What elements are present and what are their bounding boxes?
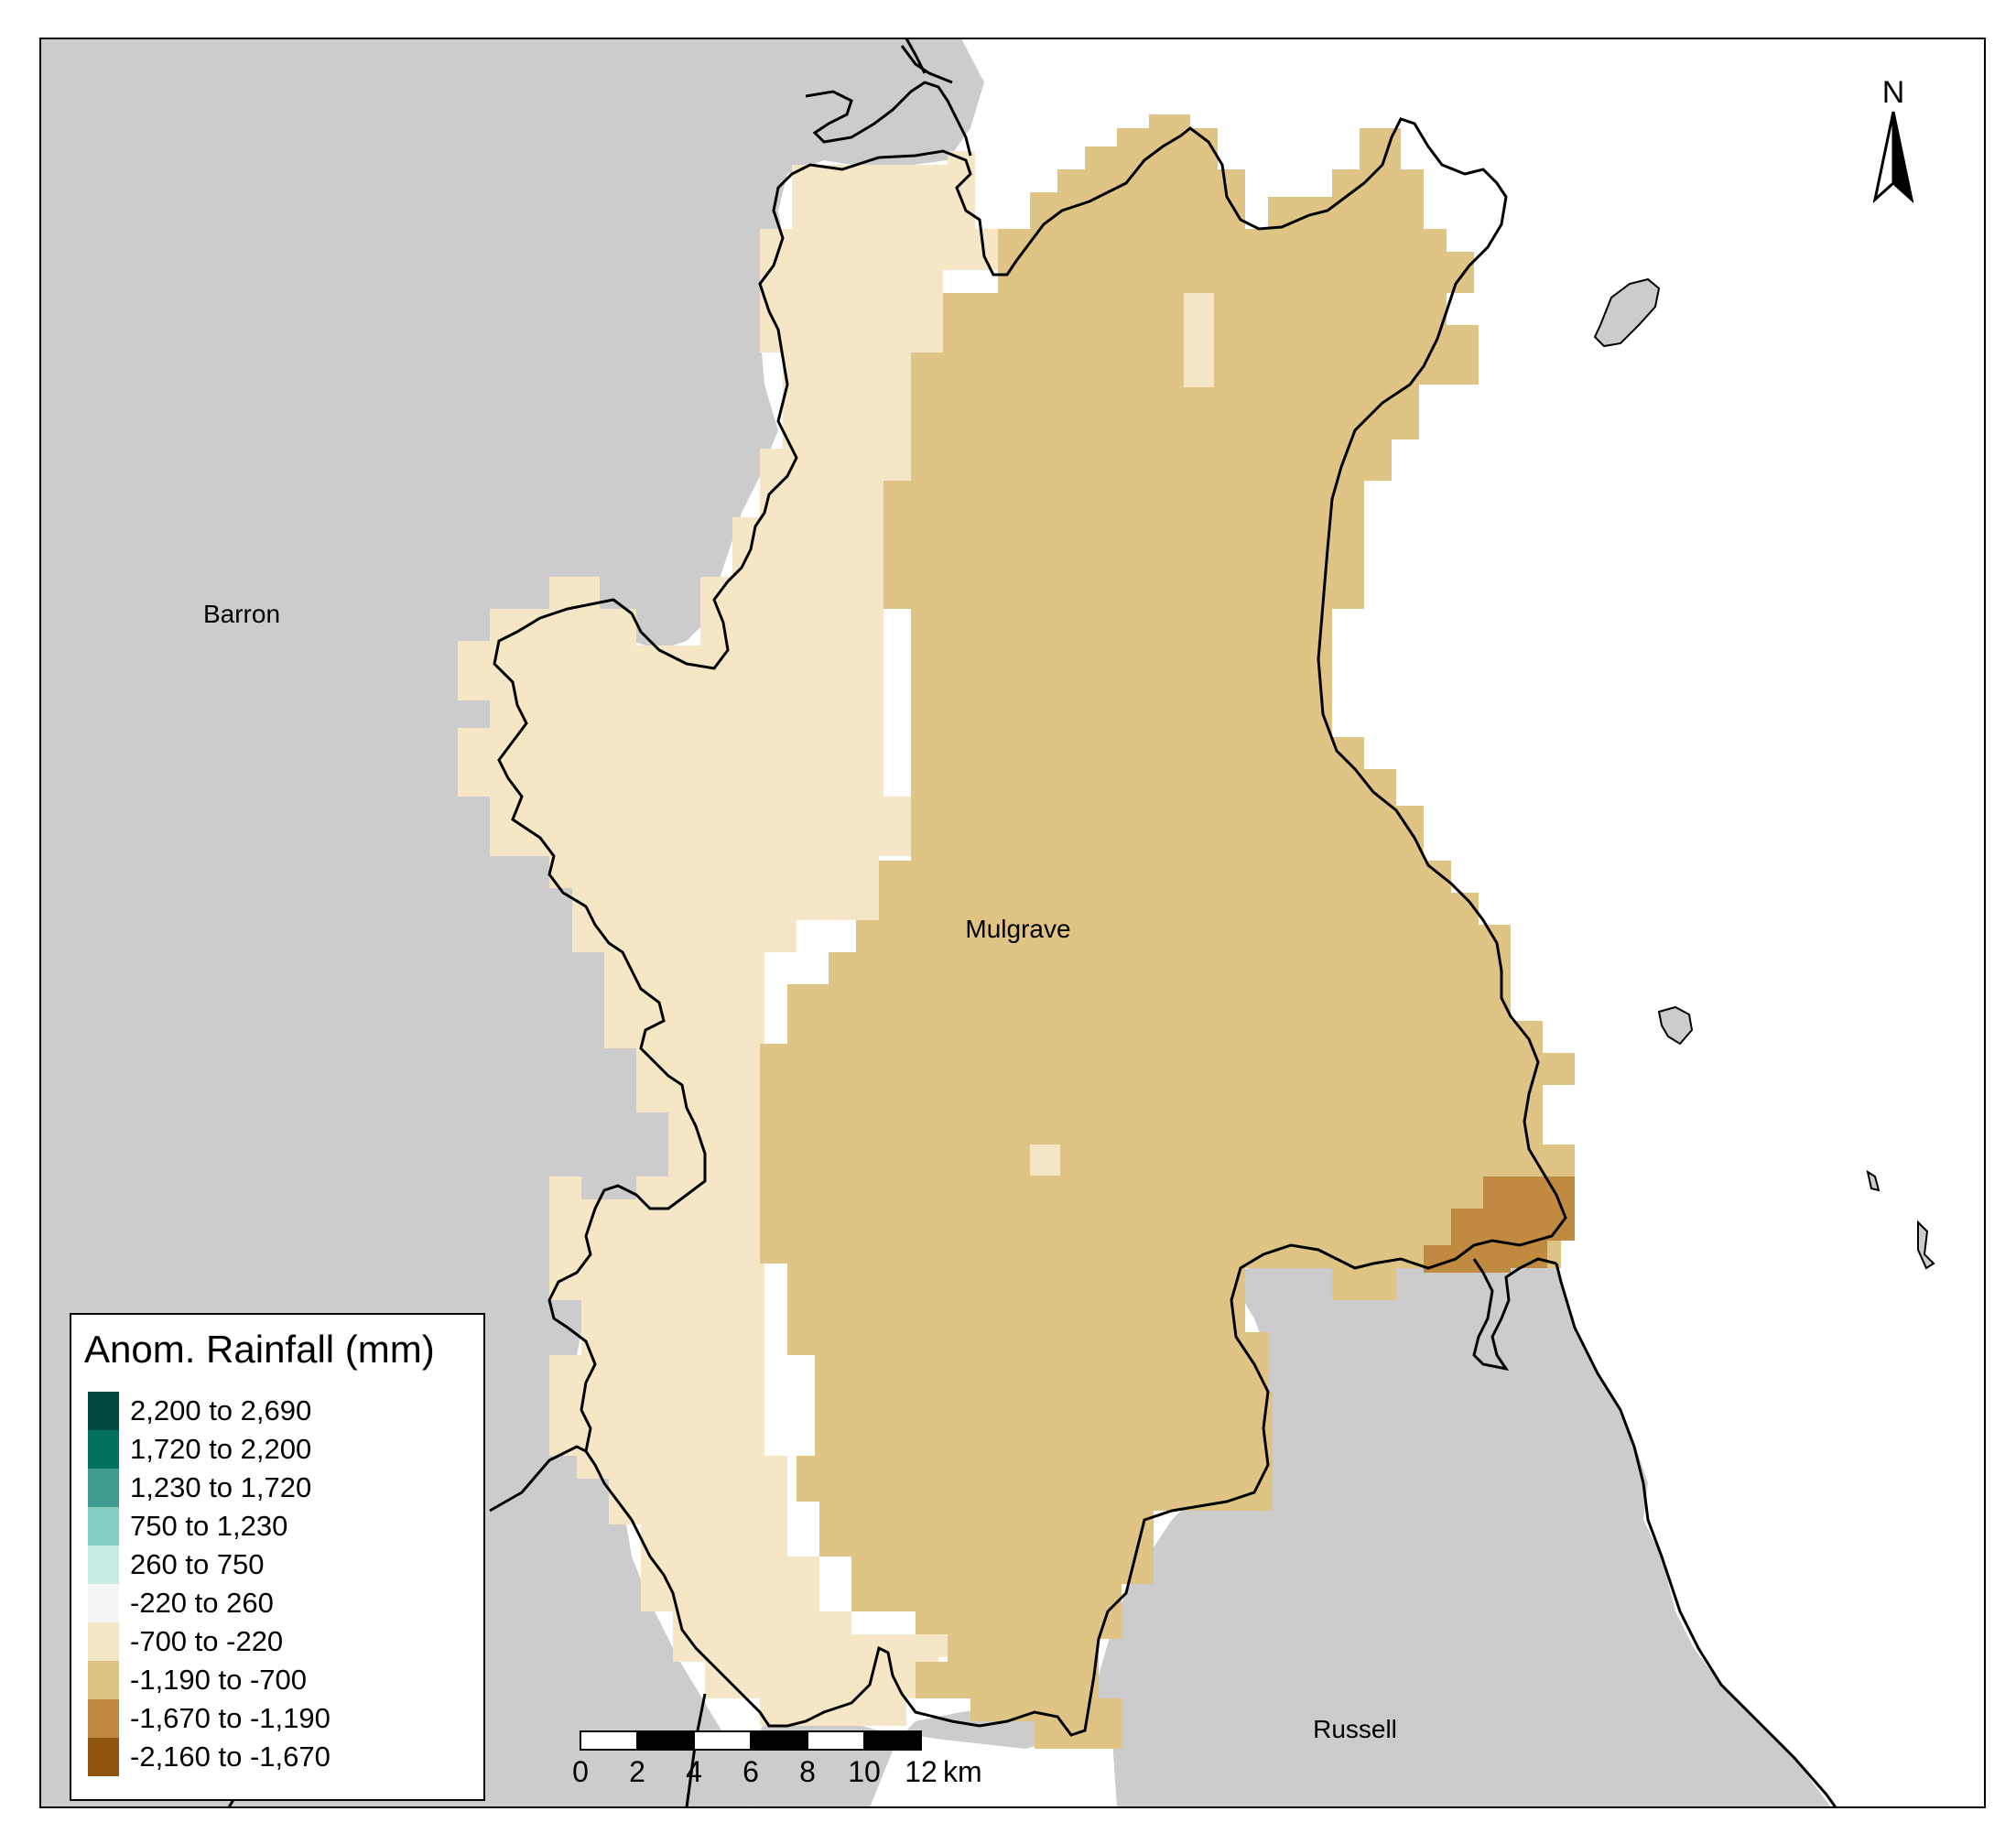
island-tiny-2 (1917, 1220, 1935, 1270)
north-arrow-label: N (1882, 75, 1905, 110)
region-label-barron: Barron (203, 600, 280, 628)
east-coastline (1555, 1263, 1837, 1808)
map-frame (39, 38, 1986, 1808)
legend-item: 1,720 to 2,200 (88, 1430, 311, 1469)
legend-swatch (88, 1699, 119, 1738)
mulgrave-boundary (493, 117, 1567, 1737)
legend-swatch (88, 1392, 119, 1430)
island-tiny-1 (1866, 1169, 1881, 1192)
anomaly-band-1190-700 (760, 114, 1575, 1749)
anomaly-band-1670-1190 (1424, 1177, 1575, 1273)
light-cell-north (1184, 293, 1214, 387)
legend-item: -2,160 to -1,670 (88, 1738, 331, 1776)
legend-item: -1,670 to -1,190 (88, 1699, 331, 1738)
northern-coastline (805, 38, 972, 157)
scale-tick-10: 10 (848, 1755, 881, 1788)
legend-item: -700 to -220 (88, 1622, 283, 1661)
legend-swatch (88, 1546, 119, 1584)
island-small (1657, 1005, 1694, 1046)
legend-swatch (88, 1584, 119, 1622)
legend-item: -220 to 260 (88, 1584, 274, 1622)
scale-tick-0: 0 (572, 1755, 589, 1788)
legend-item: -1,190 to -700 (88, 1661, 307, 1699)
north-arrow-icon: N (1872, 75, 1914, 204)
scale-tick-4: 4 (686, 1755, 702, 1788)
legend-item: 750 to 1,230 (88, 1507, 287, 1546)
legend-item: 1,230 to 1,720 (88, 1469, 311, 1507)
legend-label: 750 to 1,230 (130, 1510, 288, 1542)
legend-title: Anom. Rainfall (mm) (84, 1328, 435, 1371)
legend: Anom. Rainfall (mm) 2,200 to 2,690 1,720… (70, 1313, 485, 1801)
legend-item: 2,200 to 2,690 (88, 1392, 311, 1430)
legend-label: -2,160 to -1,670 (130, 1741, 331, 1773)
scale-unit: km (943, 1755, 982, 1788)
russell-land (732, 1236, 1831, 1807)
legend-label: -220 to 260 (130, 1587, 274, 1619)
southern-river (1472, 1257, 1557, 1372)
legend-label: 1,720 to 2,200 (130, 1433, 312, 1465)
legend-swatch (88, 1507, 119, 1546)
light-cell-center (1030, 1144, 1060, 1176)
legend-item: 260 to 750 (88, 1546, 265, 1584)
legend-swatch (88, 1661, 119, 1699)
scale-tick-2: 2 (629, 1755, 645, 1788)
legend-label: -1,190 to -700 (130, 1664, 308, 1696)
legend-label: -1,670 to -1,190 (130, 1702, 331, 1734)
legend-label: 260 to 750 (130, 1548, 265, 1580)
legend-swatch (88, 1469, 119, 1507)
legend-swatch (88, 1738, 119, 1776)
scale-tick-12: 12 (905, 1755, 938, 1788)
region-label-mulgrave: Mulgrave (965, 915, 1070, 943)
legend-label: 1,230 to 1,720 (130, 1471, 312, 1503)
scale-bar: 0 2 4 6 8 10 12 km (572, 1730, 982, 1788)
anomaly-band-700-220 (458, 151, 1003, 1726)
island-large (1593, 277, 1661, 348)
legend-swatch (88, 1430, 119, 1469)
legend-label: -700 to -220 (130, 1625, 284, 1657)
scale-tick-8: 8 (799, 1755, 816, 1788)
legend-label: 2,200 to 2,690 (130, 1394, 312, 1426)
legend-swatch (88, 1622, 119, 1661)
scale-tick-6: 6 (742, 1755, 759, 1788)
region-label-russell: Russell (1313, 1715, 1397, 1743)
